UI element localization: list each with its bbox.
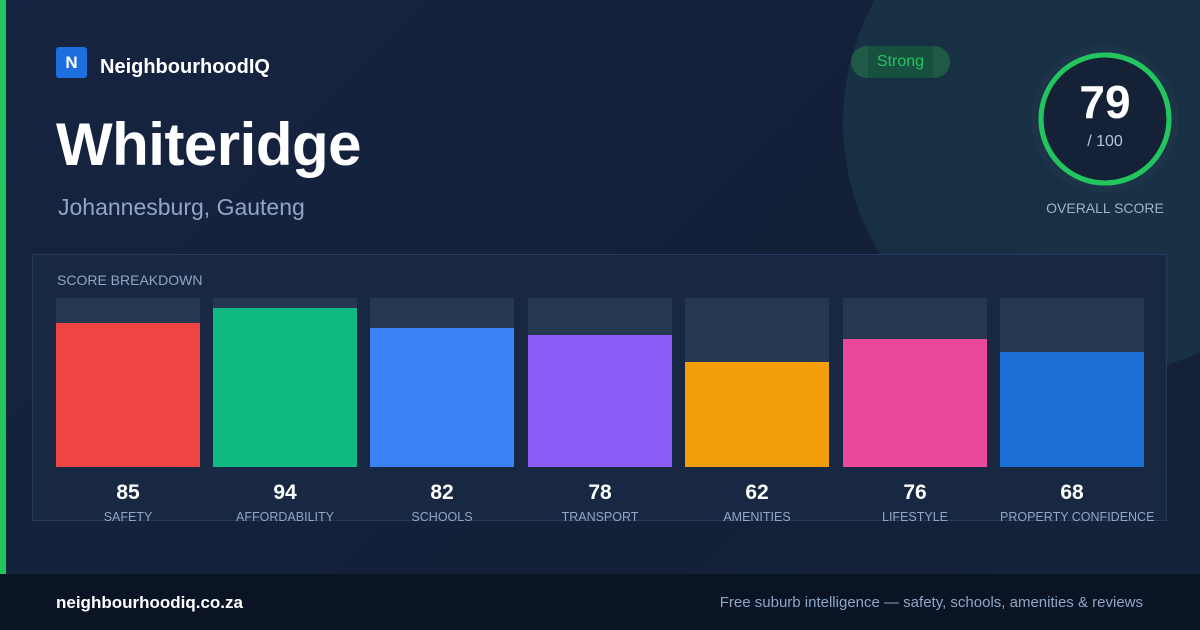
brand: N NeighbourhoodIQ (56, 46, 270, 79)
brand-logo-icon: N (56, 47, 87, 78)
bar-fill (685, 362, 829, 467)
bar-score: 85 (116, 481, 140, 504)
bar-fill (1000, 352, 1144, 467)
bar-column-affordability: 94 AFFORDABILITY (213, 298, 357, 524)
bar-track (1000, 298, 1144, 467)
bar-track (685, 298, 829, 467)
footer-tagline: Free suburb intelligence — safety, schoo… (719, 594, 1143, 611)
footer: neighbourhoodiq.co.za Free suburb intell… (0, 574, 1200, 630)
suburb-location: Johannesburg, Gauteng (58, 194, 305, 220)
bar-fill (56, 323, 200, 467)
bar-track (843, 298, 987, 467)
share-card: N NeighbourhoodIQ Whiteridge Johannesbur… (0, 0, 1200, 574)
bar-score: 78 (588, 481, 612, 504)
footer-domain: neighbourhoodiq.co.za (56, 593, 243, 612)
bar-label: LIFESTYLE (882, 510, 948, 524)
accent-stripe (0, 0, 6, 574)
score-ring (1031, 45, 1179, 193)
bar-label: PROPERTY CONFIDENCE (1000, 510, 1155, 524)
bar-column-property-confidence: 68 PROPERTY CONFIDENCE (1000, 298, 1155, 524)
bar-track (370, 298, 514, 467)
bar-score: 94 (273, 481, 297, 504)
bar-fill (528, 335, 672, 467)
rating-badge: Strong (851, 46, 950, 78)
bar-track (56, 298, 200, 467)
rating-badge-label: Strong (876, 53, 925, 70)
bar-track (213, 298, 357, 467)
overall-score-value: 79 (1079, 76, 1131, 128)
bar-column-safety: 85 SAFETY (56, 298, 200, 524)
brand-name: NeighbourhoodIQ (100, 56, 270, 78)
bar-score: 82 (430, 481, 454, 504)
bar-label: AFFORDABILITY (236, 510, 334, 524)
breakdown-title: SCORE BREAKDOWN (57, 272, 203, 288)
overall-score-gauge: 79 / 100 (1031, 45, 1179, 193)
bar-column-schools: 82 SCHOOLS (370, 298, 514, 524)
bar-column-transport: 78 TRANSPORT (528, 298, 672, 524)
bar-column-lifestyle: 76 LIFESTYLE (843, 298, 987, 524)
bar-column-amenities: 62 AMENITIES (685, 298, 829, 524)
suburb-title: Whiteridge (56, 111, 362, 178)
bar-label: SCHOOLS (411, 510, 473, 524)
bar-label: SAFETY (103, 510, 153, 524)
overall-score-total: / 100 (1087, 133, 1123, 150)
score-ring-progress (1038, 52, 1172, 186)
bar-fill (213, 308, 357, 467)
bar-fill (370, 328, 514, 467)
bar-label: AMENITIES (723, 510, 791, 524)
score-breakdown-panel: SCORE BREAKDOWN 85 SAFETY 94 AFFORDABILITY 8… (32, 254, 1167, 524)
overall-score-caption: OVERALL SCORE (1046, 200, 1164, 216)
bar-score: 76 (903, 481, 927, 504)
bar-track (528, 298, 672, 467)
bar-score: 68 (1060, 481, 1084, 504)
bar-label: TRANSPORT (561, 510, 639, 524)
bar-score: 62 (745, 481, 769, 504)
bar-fill (843, 338, 987, 467)
